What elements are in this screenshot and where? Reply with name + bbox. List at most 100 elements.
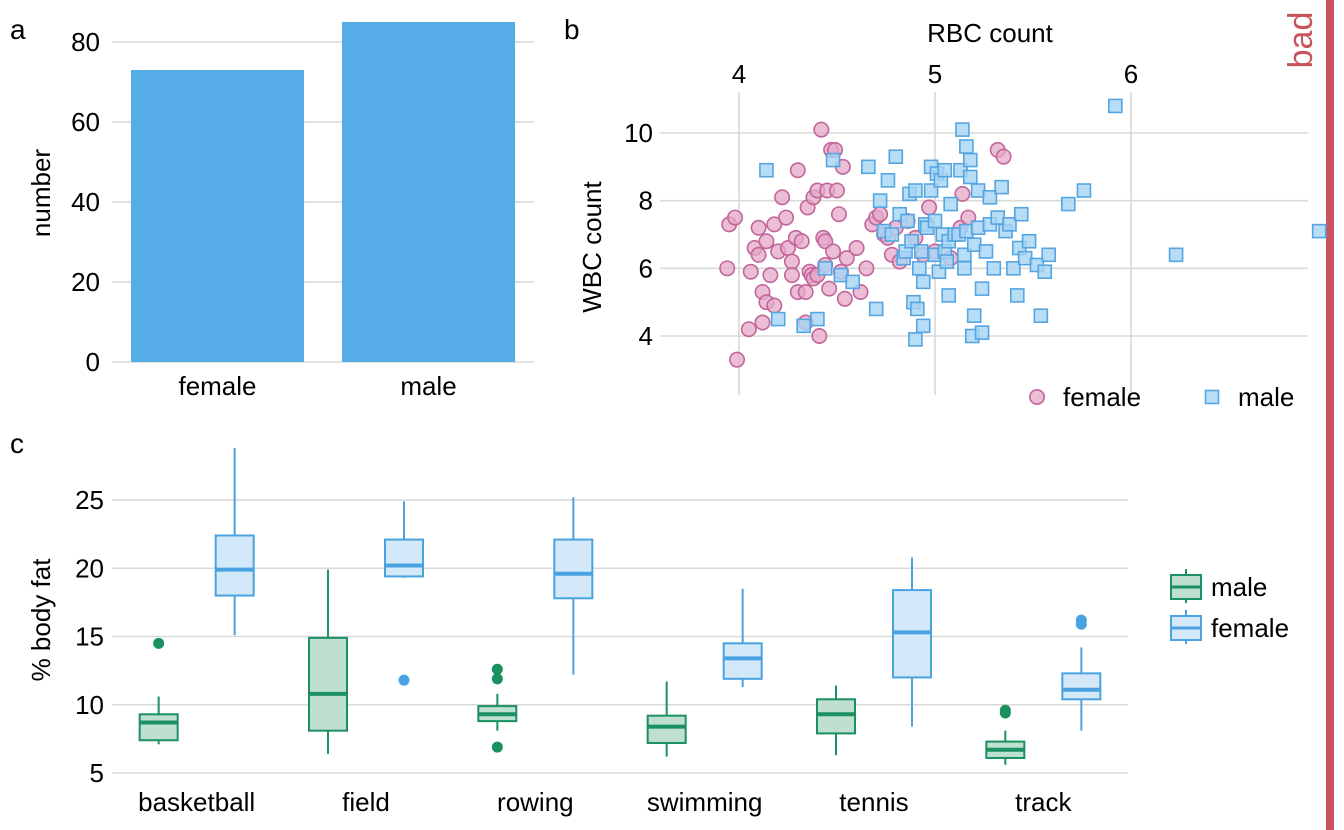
scatter-point-female: [762, 267, 779, 284]
box-body: [646, 714, 687, 744]
box-female-swimming: [722, 588, 763, 688]
box-y-ticks: 5 10 15 20 25: [75, 485, 104, 788]
scatter-point-female: [774, 189, 791, 206]
scatter-point-male: [962, 152, 978, 168]
box-series: [138, 448, 1102, 765]
scatter-point-male: [884, 227, 900, 242]
scatter-point-male: [1076, 183, 1092, 198]
legend-key-male: [1170, 569, 1202, 603]
bar-x-ticks: female male: [178, 371, 456, 401]
scatter-point-male: [910, 301, 925, 317]
box-outlier: [398, 674, 410, 686]
scatter-point-female: [821, 280, 838, 297]
scatter-point-female: [758, 233, 775, 250]
scatter-point-female: [813, 121, 830, 138]
box-female-basketball: [214, 448, 255, 636]
bar-y-tick-label: 0: [86, 347, 100, 377]
scatter-point-male: [888, 149, 904, 164]
box-body: [384, 538, 424, 578]
scatter-point-male: [959, 139, 974, 154]
bar-y-tick-label: 40: [71, 187, 100, 217]
scatter-point-male: [982, 189, 998, 205]
box-outlier: [491, 741, 503, 753]
box-outlier: [999, 704, 1011, 716]
bar-x-tick-label: male: [400, 371, 456, 401]
scatter-point-female: [766, 297, 783, 314]
box-x-tick-label: swimming: [647, 787, 763, 817]
box-y-tick-label: 25: [75, 485, 104, 515]
box-outlier: [153, 637, 165, 649]
scatter-point-male: [966, 308, 982, 324]
scatter-x-tick-label: 4: [732, 59, 746, 89]
scatter-point-male: [817, 261, 833, 276]
bar-female: [130, 70, 305, 362]
bar-y-tick-label: 20: [71, 267, 100, 297]
box-outlier: [491, 673, 503, 685]
legend-label-male: male: [1238, 382, 1294, 412]
scatter-point-male: [1021, 233, 1037, 249]
scatter-point-male: [974, 325, 990, 340]
box-male-basketball: [138, 637, 179, 745]
box-x-tick-label: tennis: [839, 787, 908, 817]
panel-label-c: c: [10, 428, 24, 459]
box-y-tick-label: 20: [75, 553, 104, 583]
panel-label-b: b: [564, 14, 580, 45]
scatter-point-female: [754, 314, 771, 331]
scatter-point-female: [727, 209, 744, 226]
box-body: [1061, 672, 1102, 701]
scatter-point-male: [825, 152, 841, 168]
scatter-point-male: [796, 318, 811, 334]
scatter-point-female: [921, 199, 938, 216]
scatter-point-male: [868, 301, 884, 317]
scatter-point-female: [828, 182, 845, 199]
scatter-point-female: [830, 206, 847, 223]
scatter-point-male: [880, 173, 896, 188]
box-body: [553, 538, 594, 600]
box-female-rowing: [553, 497, 594, 675]
legend-key-male: [1204, 389, 1220, 405]
scatter-x-ticks: 4 5 6: [732, 59, 1138, 89]
scatter-y-ticks: 4 6 8 10: [624, 118, 653, 351]
scatter-point-male: [861, 159, 876, 175]
scatter-point-male: [978, 244, 994, 259]
scatter-point-male: [941, 288, 957, 303]
scatter-point-male: [915, 274, 931, 290]
box-body: [214, 534, 255, 597]
scatter-point-female: [740, 321, 757, 338]
box-male-tennis: [816, 685, 856, 756]
scatter-point-male: [872, 193, 888, 208]
scatter-point-male: [770, 311, 786, 327]
scatter-point-male: [1168, 247, 1184, 263]
scatter-point-female: [719, 260, 736, 277]
box-y-tick-label: 5: [90, 758, 104, 788]
scatter-point-male: [908, 332, 923, 347]
scatter-point-male: [955, 122, 970, 137]
legend-label-female: female: [1063, 382, 1141, 412]
scatter-point-female: [729, 351, 746, 368]
box-x-tick-label: rowing: [497, 787, 574, 817]
scatter-point-male: [912, 261, 927, 276]
box-gridlines: [112, 499, 1128, 774]
scatter-x-axis-label: RBC count: [927, 18, 1053, 48]
scatter-point-female: [750, 246, 767, 263]
scatter-point-male: [986, 261, 1002, 276]
bar-x-tick-label: female: [178, 371, 256, 401]
box-x-ticks: basketball field rowing swimming tennis track: [138, 787, 1072, 817]
scatter-panel: 4 5 6 4 6 8 10 RBC count WBC count female male: [577, 18, 1327, 412]
scatter-point-female: [789, 162, 806, 179]
scatter-point-female: [836, 290, 853, 307]
scatter-point-male: [1033, 308, 1049, 324]
scatter-point-female: [778, 209, 795, 226]
box-female-track: [1061, 614, 1102, 731]
scatter-point-male: [913, 244, 929, 259]
scatter-point-female: [793, 233, 810, 250]
panel-label-a: a: [10, 14, 26, 45]
scatter-point-male: [1013, 206, 1029, 222]
bar-chart-panel: 0 20 40 60 80 female male number: [26, 22, 534, 401]
scatter-y-axis-label: WBC count: [577, 180, 607, 312]
scatter-point-male: [994, 179, 1009, 195]
box-body: [722, 642, 763, 680]
scatter-point-male: [1010, 288, 1025, 303]
scatter-point-male: [962, 169, 978, 185]
